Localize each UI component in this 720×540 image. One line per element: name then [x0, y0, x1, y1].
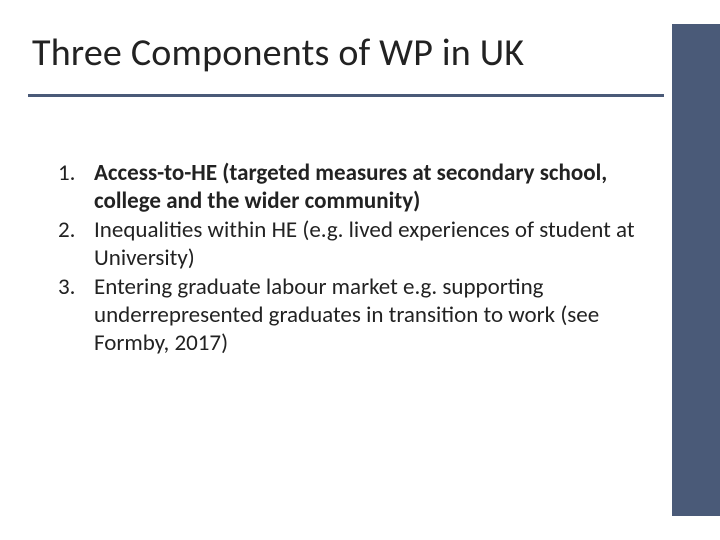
list-item-text: Entering graduate labour market e.g. sup… — [94, 273, 599, 356]
list-item: Entering graduate labour market e.g. sup… — [58, 274, 638, 357]
list-item-text: Access-to-HE (targeted measures at secon… — [94, 159, 607, 215]
list-item-text: Inequalities within HE (e.g. lived exper… — [94, 216, 635, 272]
slide-body: Access-to-HE (targeted measures at secon… — [58, 160, 638, 359]
title-underline — [28, 94, 664, 97]
accent-sidebar — [672, 24, 720, 516]
slide: Three Components of WP in UK Access-to-H… — [0, 0, 720, 540]
list-item: Access-to-HE (targeted measures at secon… — [58, 160, 638, 215]
slide-title: Three Components of WP in UK — [32, 30, 524, 76]
numbered-list: Access-to-HE (targeted measures at secon… — [58, 160, 638, 357]
list-item: Inequalities within HE (e.g. lived exper… — [58, 217, 638, 272]
